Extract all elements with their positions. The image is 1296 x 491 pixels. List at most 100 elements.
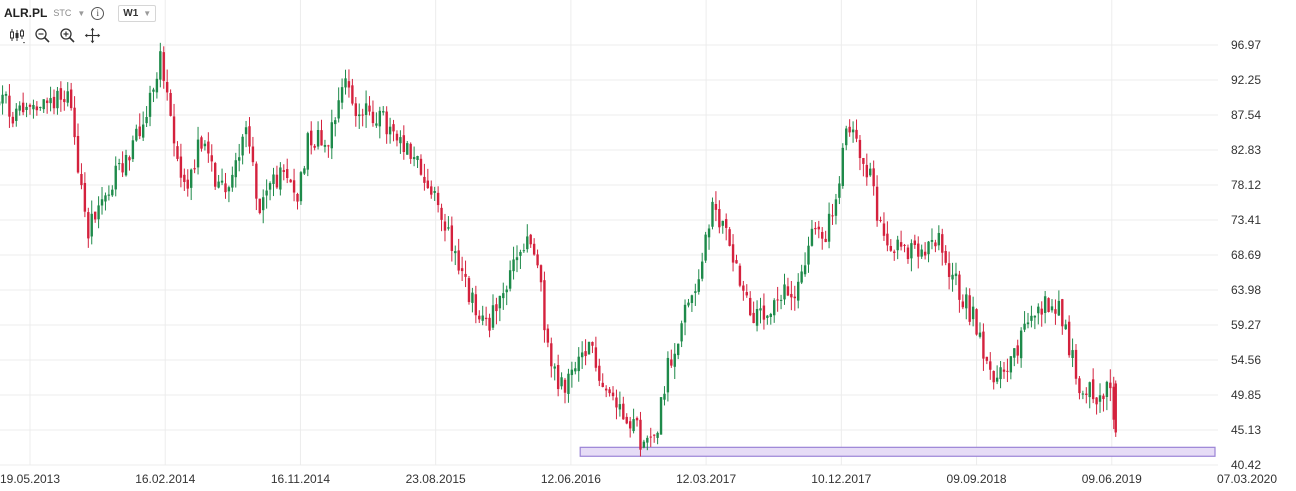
candle: [834, 193, 838, 225]
candle-body: [69, 89, 73, 109]
candle: [138, 113, 141, 140]
candle: [584, 339, 587, 366]
candle-body: [337, 100, 340, 119]
candle-body: [536, 254, 539, 266]
candle: [752, 301, 755, 324]
candle-body: [728, 229, 731, 246]
candle-body: [484, 317, 488, 320]
candle: [622, 396, 625, 420]
candle: [135, 124, 138, 142]
candle-body: [32, 104, 35, 110]
candle-body: [159, 51, 162, 80]
candle-body: [577, 356, 580, 372]
candle: [1078, 376, 1081, 400]
candle: [656, 431, 659, 445]
candle: [824, 230, 827, 243]
candle: [628, 416, 632, 438]
candle: [296, 192, 299, 210]
candle-body: [714, 203, 718, 210]
candle-body: [724, 219, 728, 228]
candle: [193, 159, 196, 174]
candle: [334, 117, 337, 137]
candle-body: [18, 105, 21, 111]
candle-body: [862, 157, 865, 164]
candle: [1067, 315, 1071, 358]
candle: [975, 308, 978, 336]
candle-body: [875, 186, 879, 221]
zoom-out-icon[interactable]: [34, 27, 51, 44]
candle: [18, 101, 21, 116]
candle: [217, 174, 220, 189]
y-tick-label: 82.83: [1231, 143, 1261, 157]
y-tick-label: 54.56: [1231, 353, 1261, 367]
candle: [21, 92, 25, 116]
chart-type-icon[interactable]: [9, 27, 26, 44]
candle-body: [262, 197, 265, 211]
candle-body: [700, 261, 704, 279]
move-icon[interactable]: [84, 27, 101, 44]
candle: [265, 179, 268, 209]
candle: [574, 361, 577, 375]
exchange-dropdown-icon[interactable]: ▼: [77, 8, 86, 18]
candle: [1074, 344, 1078, 385]
candle: [536, 249, 539, 269]
candle-body: [454, 251, 457, 254]
candle: [93, 211, 97, 223]
candle: [875, 175, 879, 227]
candle-body: [923, 251, 927, 256]
candle-body: [11, 116, 15, 124]
y-tick-label: 40.42: [1231, 458, 1261, 472]
candle: [793, 285, 796, 311]
candle-body: [1006, 370, 1009, 372]
candle: [807, 236, 810, 273]
candle-body: [388, 126, 392, 135]
candle: [937, 225, 941, 251]
candle: [838, 176, 841, 205]
candle-body: [97, 205, 100, 220]
candle: [416, 155, 419, 169]
candle: [821, 227, 824, 250]
candle: [430, 180, 433, 199]
candle: [375, 112, 378, 128]
candle: [378, 106, 382, 139]
candle: [498, 295, 502, 322]
zoom-in-icon[interactable]: [59, 27, 76, 44]
candle: [755, 300, 759, 332]
candle-body: [731, 244, 735, 263]
candle-body: [773, 300, 776, 316]
candle-body: [258, 198, 261, 214]
candle-body: [90, 213, 93, 237]
candle: [368, 96, 371, 116]
candle-body: [145, 116, 148, 124]
candle: [49, 86, 52, 112]
candle: [1047, 297, 1050, 313]
candle: [718, 200, 721, 234]
candle-body: [1043, 296, 1047, 313]
timeframe-select[interactable]: W1 ▼: [118, 4, 157, 22]
candle-body: [652, 434, 656, 436]
candle: [687, 298, 690, 308]
info-icon[interactable]: i: [91, 6, 105, 20]
x-tick-label: 09.06.2019: [1082, 472, 1142, 486]
symbol-label[interactable]: ALR.PL: [4, 6, 48, 20]
candle: [968, 288, 971, 326]
support-zone-rectangle[interactable]: [579, 446, 1216, 457]
candle-body: [831, 215, 834, 217]
candle: [831, 203, 834, 225]
candle-body: [869, 168, 872, 176]
candle-body: [316, 130, 320, 147]
candle-body: [378, 110, 382, 127]
candle: [663, 386, 666, 406]
candle: [858, 135, 862, 171]
candle-body: [666, 357, 670, 393]
candle-body: [59, 88, 63, 100]
candle-body: [999, 367, 1002, 380]
candle: [519, 249, 522, 269]
candle: [893, 249, 896, 261]
support-zone-layer: [579, 446, 1216, 457]
candle-body: [532, 243, 536, 255]
candle-body: [313, 145, 316, 148]
candle: [567, 368, 570, 403]
